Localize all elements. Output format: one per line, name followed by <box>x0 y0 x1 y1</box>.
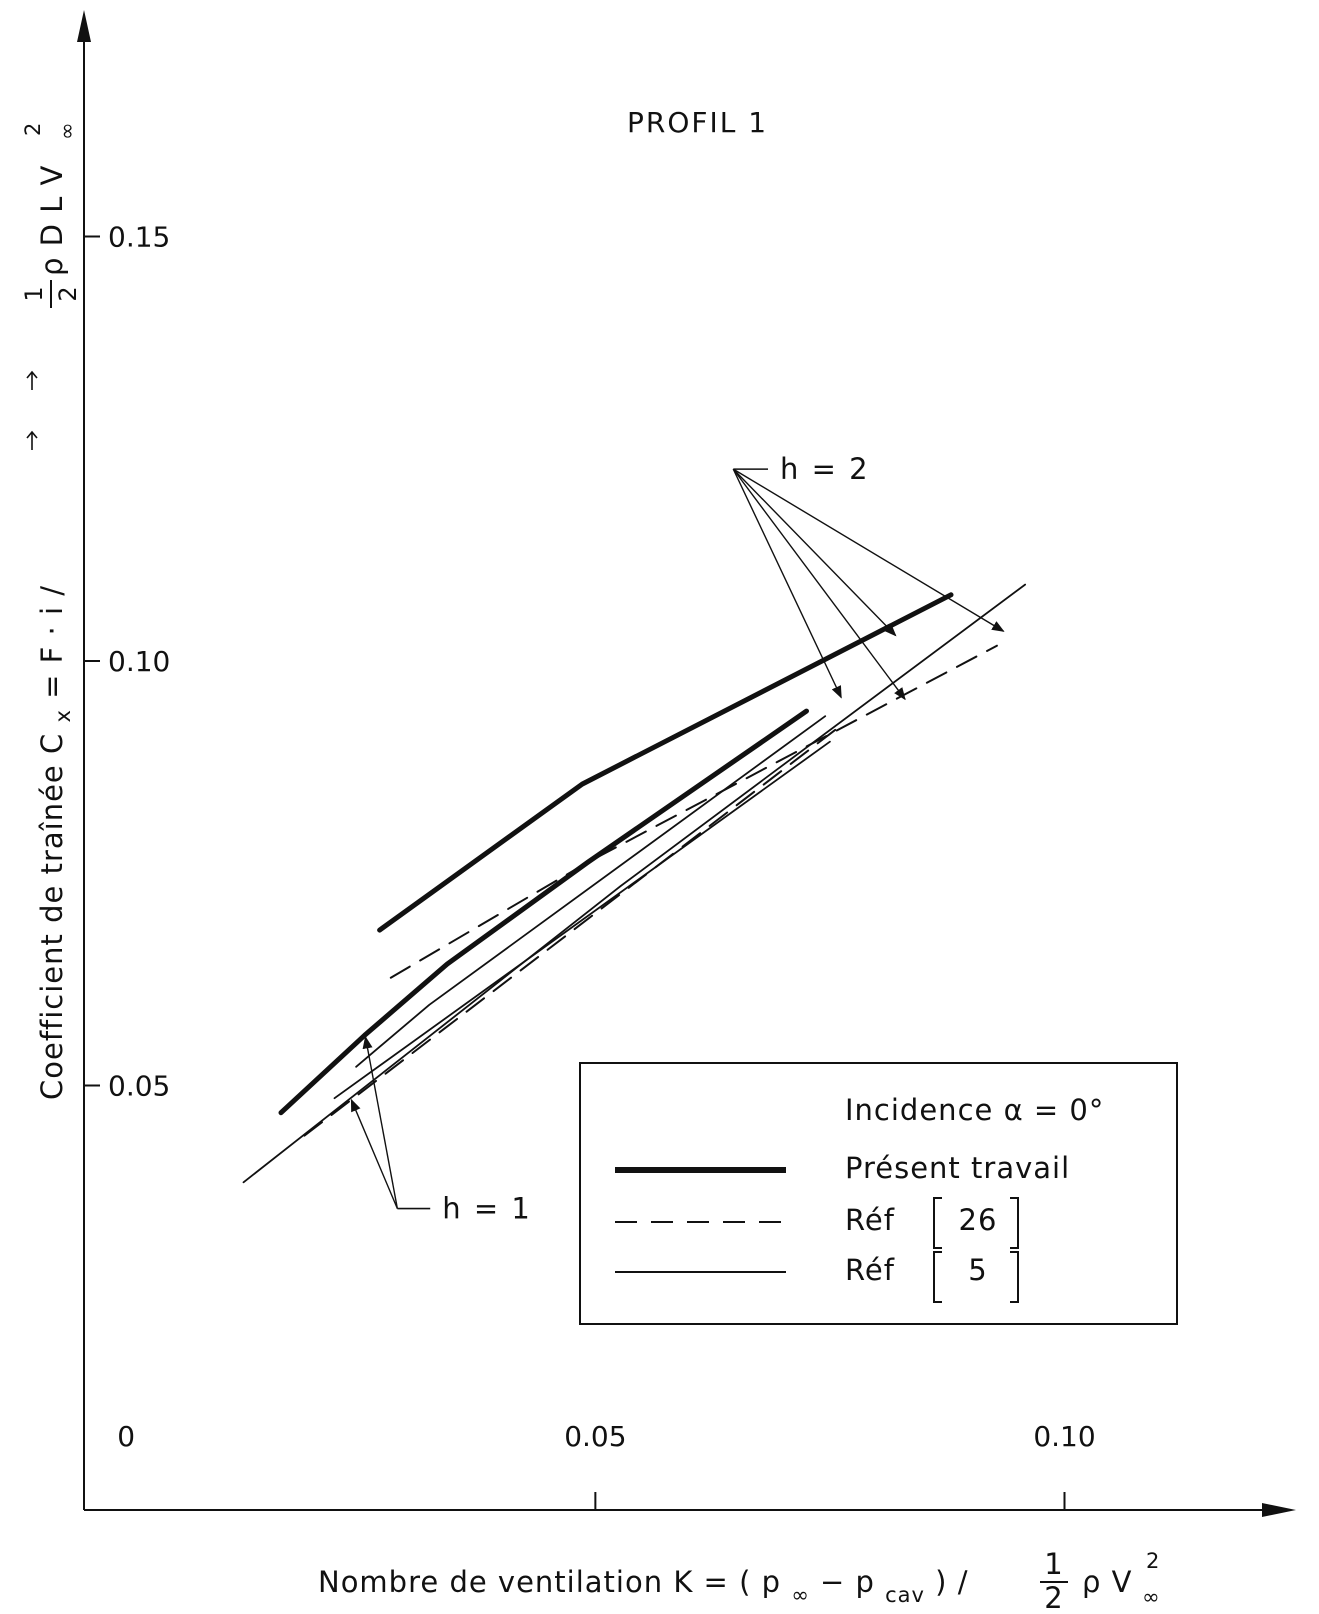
y-label-i: i <box>35 606 69 615</box>
series-line-thin-h2 <box>242 583 1026 1184</box>
y-axis-label: Coefficient de traînée C x = F · i / 1 2… <box>20 123 82 1101</box>
x-axis-label: Nombre de ventilation K = ( p ∞ − p cav … <box>318 1547 1160 1614</box>
legend-ref-5: 5 <box>968 1253 987 1287</box>
y-label-dot: · <box>35 615 69 635</box>
y-tick-label: 0.15 <box>108 220 170 253</box>
y-tick-label: 0.05 <box>108 1069 170 1102</box>
y-axis-arrow-icon <box>77 10 91 42</box>
annotation-arrow <box>350 1098 399 1209</box>
svg-text:ρ D L V: ρ D L V <box>35 165 69 276</box>
annotation-label: h = 1 <box>442 1192 532 1226</box>
y-label-prefix: Coefficient de traînée C <box>35 733 69 1100</box>
y-label-sub1: x <box>51 709 75 722</box>
annotation-arrow <box>732 468 842 699</box>
x-label-tail: ρ V <box>1082 1565 1132 1599</box>
y-label-tail: ρ D L V <box>35 165 69 276</box>
x-label-prefix: Nombre de ventilation K = ( p <box>318 1565 781 1599</box>
annotation-arrow <box>732 468 1005 632</box>
x-axis-arrow-icon <box>1262 1503 1296 1517</box>
axes <box>77 10 1296 1517</box>
legend-bracket-left-5 <box>933 1251 942 1303</box>
legend-label-ref26: Réf <box>845 1203 895 1237</box>
ticks: 0.05 0.10 0.15 0 0.05 0.10 <box>84 220 1096 1510</box>
y-label-tail-sub: ∞ <box>55 123 79 141</box>
series-line-thick-h2 <box>377 592 954 933</box>
legend-ref-26: 26 <box>959 1203 998 1237</box>
x-label-frac-den: 2 <box>1044 1581 1063 1614</box>
series-line-thin-h1 <box>355 715 827 1068</box>
i-vector-arrow-icon <box>26 370 38 390</box>
legend-label-present: Présent travail <box>845 1151 1070 1185</box>
svg-text:Nombre de ventilation K: Nombre de ventilation K = ( p ∞ − p cav … <box>318 1565 968 1609</box>
x-label-suffix: ) / <box>935 1565 968 1599</box>
series-line-dashed-h1 <box>303 727 838 1137</box>
annotation-label: h = 2 <box>780 452 870 486</box>
x-tick-label: 0.05 <box>564 1420 626 1453</box>
data-curves <box>242 583 1026 1184</box>
series-line-thin-h1 <box>333 740 831 1100</box>
y-label-slash: / <box>35 585 69 596</box>
series-line-thick-h1 <box>278 708 809 1116</box>
svg-text:Coefficient de traînée: Coefficient de traînée C x = F · i / <box>35 585 77 1100</box>
legend-bracket-right-26 <box>1010 1197 1019 1249</box>
legend-title: Incidence α = 0° <box>845 1093 1104 1127</box>
y-label-eq: = <box>35 663 69 699</box>
x-tick-label: 0 <box>117 1420 135 1453</box>
x-label-mid: − p <box>820 1565 875 1599</box>
x-label-tail-sub: ∞ <box>1142 1585 1160 1609</box>
chart-title: PROFIL 1 <box>627 106 768 139</box>
legend-label-ref5: Réf <box>845 1253 895 1287</box>
x-label-sub1: ∞ <box>791 1583 810 1607</box>
x-label-tail-sup: 2 <box>1146 1549 1159 1573</box>
annotations: h = 2 h = 1 <box>350 452 1005 1226</box>
y-label-f: F <box>35 646 69 664</box>
legend: Incidence α = 0° Présent travail Réf 26 … <box>579 1062 1178 1325</box>
x-label-sub2: cav <box>885 1583 925 1607</box>
y-label-tail-sup: 2 <box>21 123 45 136</box>
annotation-arrow <box>732 468 906 701</box>
y-label-frac-num: 1 <box>20 286 48 301</box>
legend-bracket-right-5 <box>1010 1251 1019 1303</box>
x-label-frac-num: 1 <box>1044 1547 1063 1581</box>
y-label-frac-den: 2 <box>54 286 82 301</box>
legend-box <box>579 1062 1178 1325</box>
legend-bracket-left-26 <box>933 1197 942 1249</box>
annotation-arrow <box>732 468 897 637</box>
y-tick-label: 0.10 <box>108 645 170 678</box>
series-line-dashed-h2 <box>389 644 998 979</box>
x-tick-label: 0.10 <box>1033 1420 1095 1453</box>
svg-text:ρ V: ρ V <box>1082 1565 1132 1599</box>
f-vector-arrow-icon <box>26 430 38 450</box>
annotation-arrow <box>362 1035 399 1209</box>
